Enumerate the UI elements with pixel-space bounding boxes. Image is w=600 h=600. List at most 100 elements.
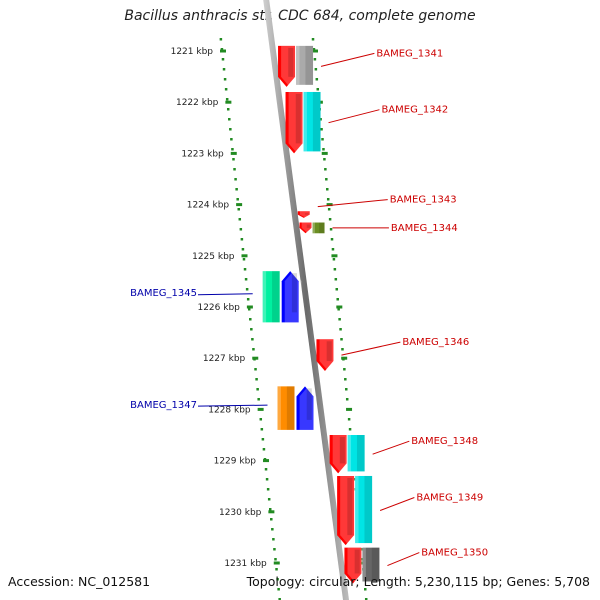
tick-dot-left (271, 528, 274, 531)
gene-label-bameg-1341[interactable]: BAMEG_1341 (376, 48, 443, 59)
gene-label-bameg-1349[interactable]: BAMEG_1349 (416, 493, 483, 504)
tick-dot-left (247, 308, 251, 311)
backbone-layer (263, 0, 350, 600)
tick-dot-right (323, 158, 326, 161)
tick-dot-left (252, 348, 255, 351)
label-leader (320, 52, 375, 67)
tick-dot-left (270, 518, 273, 521)
label-leader (197, 293, 253, 296)
gene-arrow-bameg-1345[interactable] (281, 271, 302, 323)
gene-label-bameg-1347[interactable]: BAMEG_1347 (130, 400, 197, 411)
tick-mark-left (220, 49, 226, 53)
tick-dot-left (228, 118, 231, 121)
tick-label: 1221 kbp (171, 47, 214, 57)
tick-dot-right (337, 308, 340, 311)
map-title: Bacillus anthracis str. CDC 684, complet… (124, 8, 476, 24)
tick-label: 1226 kbp (197, 303, 240, 313)
tick-dot-right (343, 368, 346, 371)
tick-mark-left (257, 407, 264, 411)
tick-dot-right (364, 598, 368, 600)
cog-box-bameg-1341[interactable] (296, 45, 314, 85)
tick-dot-left (262, 448, 266, 451)
tick-dot-right (326, 198, 330, 201)
tick-dot-left (236, 198, 239, 201)
gene-arrow-bameg-1343[interactable] (297, 211, 312, 218)
tick-dot-left (232, 158, 235, 161)
tick-dot-left (235, 188, 238, 191)
tick-dot-left (275, 568, 278, 571)
tick-label: 1229 kbp (214, 457, 257, 467)
tick-dot-right (332, 258, 336, 261)
tick-dot-right (322, 148, 325, 151)
tick-dot-right (360, 548, 363, 551)
tick-dot-right (312, 48, 316, 51)
gene-label-bameg-1344[interactable]: BAMEG_1344 (391, 223, 458, 234)
tick-dot-right (311, 38, 315, 41)
tick-dot-left (240, 238, 244, 241)
tick-dot-right (326, 188, 329, 191)
gene-label-bameg-1348[interactable]: BAMEG_1348 (411, 436, 478, 447)
tick-dot-left (246, 298, 250, 301)
genes-layer[interactable] (262, 45, 380, 584)
tick-dot-left (278, 598, 281, 600)
tick-mark-left (268, 510, 275, 514)
tick-dot-right (334, 278, 338, 281)
gene-arrow-bameg-1347[interactable] (296, 386, 317, 430)
tick-label: 1222 kbp (176, 98, 219, 108)
cog-box-bameg-1348[interactable] (347, 435, 365, 472)
cog-box-bameg-1344[interactable] (312, 222, 325, 234)
tick-dot-left (229, 128, 232, 131)
tick-dot-left (257, 398, 260, 401)
tick-dot-right (329, 228, 333, 231)
tick-label: 1228 kbp (208, 405, 251, 415)
tick-mark-right (331, 254, 338, 258)
tick-dot-left (234, 178, 237, 181)
tick-dot-right (340, 338, 343, 341)
tick-mark-left (246, 305, 253, 309)
tick-dot-right (364, 588, 367, 591)
tick-dot-left (250, 328, 253, 331)
cog-box-bameg-1347[interactable] (277, 386, 295, 430)
gene-arrow-bameg-1341[interactable] (278, 45, 299, 87)
tick-dot-right (341, 348, 344, 351)
label-leader (328, 109, 380, 124)
tick-label: 1231 kbp (224, 559, 267, 569)
gene-arrow-bameg-1349[interactable] (337, 475, 358, 546)
gene-label-bameg-1343[interactable]: BAMEG_1343 (390, 195, 457, 206)
tick-dot-right (348, 428, 352, 431)
tick-mark-right (321, 151, 328, 155)
tick-dot-left (223, 78, 227, 81)
cog-box-bameg-1350[interactable] (362, 547, 380, 582)
label-leader (379, 497, 415, 511)
gene-arrow-bameg-1348[interactable] (329, 435, 350, 474)
gene-label-bameg-1345[interactable]: BAMEG_1345 (130, 288, 197, 299)
tick-mark-right (326, 203, 333, 207)
tick-dot-right (344, 378, 347, 381)
tick-dot-left (220, 48, 224, 51)
gene-label-bameg-1346[interactable]: BAMEG_1346 (402, 337, 469, 348)
gene-label-bameg-1350[interactable]: BAMEG_1350 (421, 548, 488, 559)
tick-mark-right (336, 305, 343, 309)
tick-dot-left (264, 468, 268, 471)
tick-dot-right (330, 238, 334, 241)
tick-dot-right (325, 178, 328, 181)
gene-label-bameg-1342[interactable]: BAMEG_1342 (381, 105, 448, 116)
tick-dot-left (231, 148, 234, 151)
cog-box-bameg-1342[interactable] (303, 91, 321, 152)
cog-box-bameg-1349[interactable] (355, 475, 373, 544)
tick-dot-left (238, 218, 242, 221)
gene-arrow-bameg-1350[interactable] (344, 547, 365, 584)
tick-dot-left (254, 368, 257, 371)
cog-box-bameg-1345[interactable] (262, 271, 280, 323)
gene-labels-layer[interactable]: BAMEG_1341 BAMEG_1342 BAMEG_1343 BAMEG_1344… (130, 48, 488, 567)
tick-dot-right (324, 168, 327, 171)
tick-dot-right (315, 78, 319, 81)
gene-arrow-bameg-1344[interactable] (299, 222, 314, 234)
tick-dot-left (272, 538, 275, 541)
gene-arrow-bameg-1346[interactable] (316, 339, 337, 371)
gene-arrow-bameg-1342[interactable] (285, 91, 306, 154)
tick-dot-left (243, 268, 247, 271)
tick-dot-right (345, 398, 349, 401)
tick-dot-right (327, 208, 331, 211)
